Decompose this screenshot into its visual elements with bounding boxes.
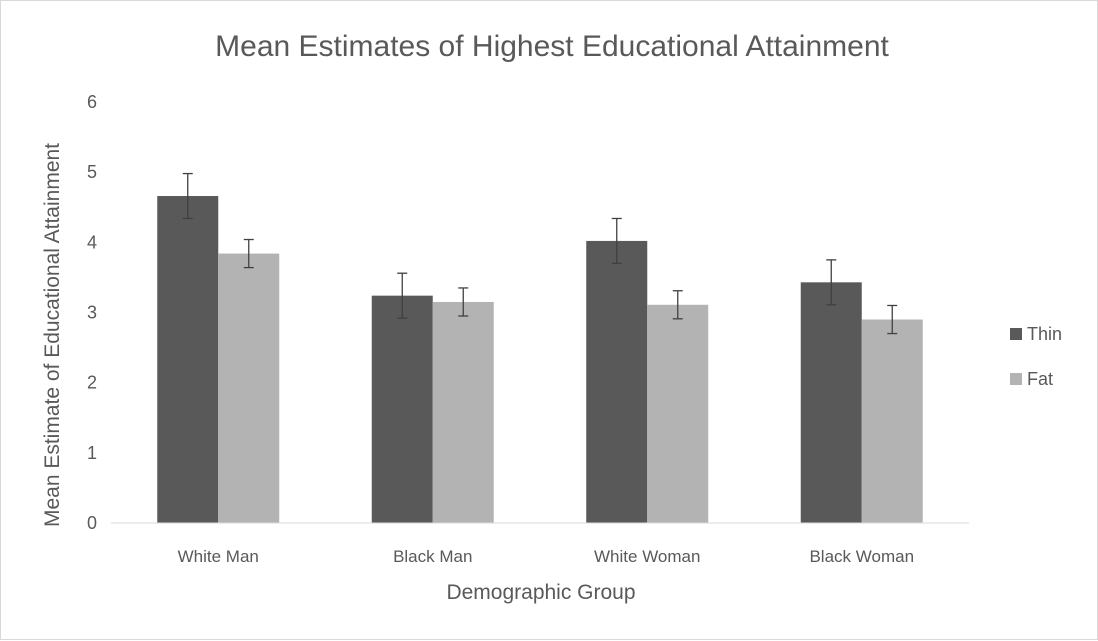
error-bar [611,217,622,265]
bar-fat-black-man [432,301,494,523]
legend-swatch-thin [1010,328,1022,340]
y-axis-label: Mean Estimate of Educational Attainment [41,143,64,527]
y-tick-label: 1 [87,443,97,463]
bar-fat-white-man [218,253,280,523]
bar-fat-white-woman [647,304,709,523]
error-bar [887,304,898,335]
y-tick-label: 5 [87,162,97,182]
chart-title: Mean Estimates of Highest Educational At… [215,30,889,63]
bar-thin-white-man [157,196,219,524]
bar-thin-black-woman [800,282,862,523]
legend-swatch-fat [1010,373,1022,385]
bar-fat-black-woman [861,319,923,523]
error-bar [458,287,469,317]
legend-label-fat: Fat [1027,369,1053,389]
y-tick-label: 4 [87,232,97,252]
x-axis-label: Demographic Group [446,581,635,604]
legend: Thin Fat [1010,324,1062,389]
y-tick-label: 2 [87,373,97,393]
x-axis-ticks: White Man Black Man White Woman Black Woman [178,547,914,566]
error-bar [826,259,837,306]
error-bar-group [182,172,898,335]
bar-thin-white-woman [586,240,648,523]
y-tick-label: 6 [87,92,97,112]
bar-thin-black-man [371,295,433,523]
x-tick-label: White Woman [594,547,700,566]
y-axis-ticks: 0 1 2 3 4 5 6 [87,92,97,533]
x-tick-label: White Man [178,547,259,566]
x-tick-label: Black Man [393,547,472,566]
error-bar [243,238,254,269]
error-bar [397,272,408,319]
error-bar [672,290,683,320]
y-tick-label: 3 [87,303,97,323]
error-bar [182,172,193,220]
y-tick-label: 0 [87,513,97,533]
x-tick-label: Black Woman [809,547,914,566]
bar-group [157,196,923,524]
legend-label-thin: Thin [1027,324,1062,344]
